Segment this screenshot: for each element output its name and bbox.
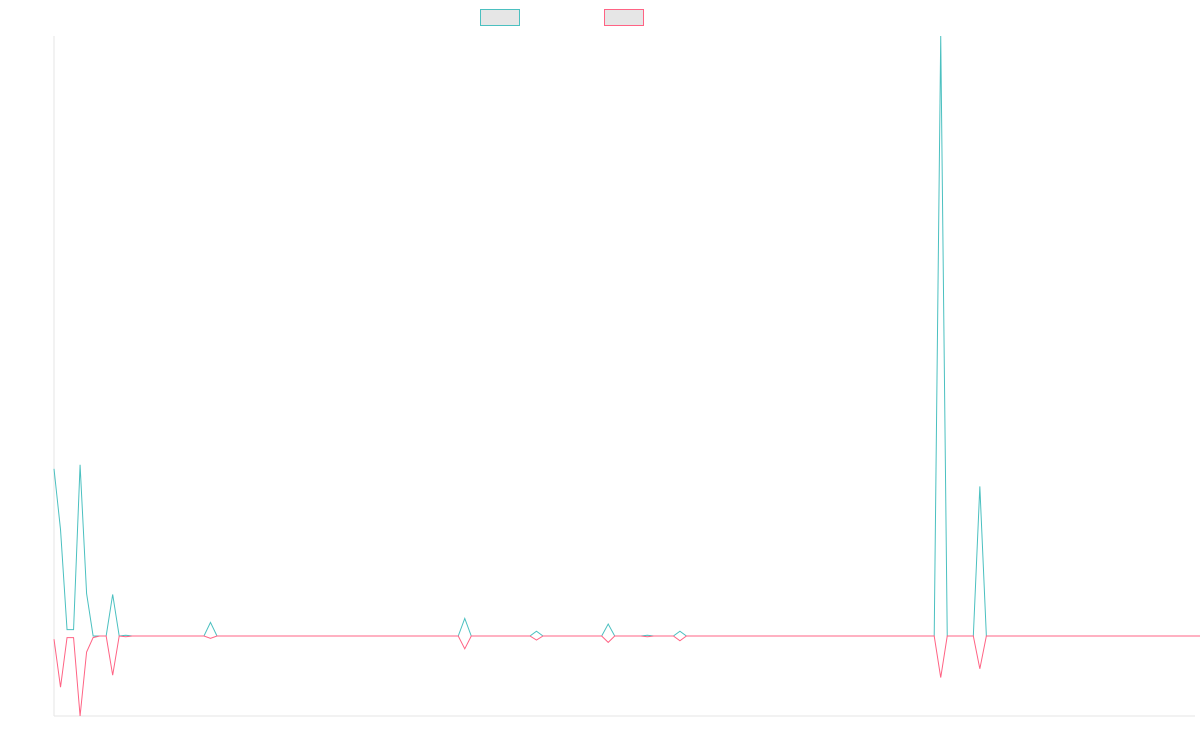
legend-swatch-series-a: [480, 9, 520, 26]
series-a-line: [53, 35, 1195, 637]
legend-item-series-b[interactable]: [604, 9, 650, 26]
series-layer: [53, 35, 1200, 717]
legend-item-series-a[interactable]: [480, 9, 526, 26]
series-b-line: [53, 635, 1200, 717]
legend-swatch-series-b: [604, 9, 644, 26]
